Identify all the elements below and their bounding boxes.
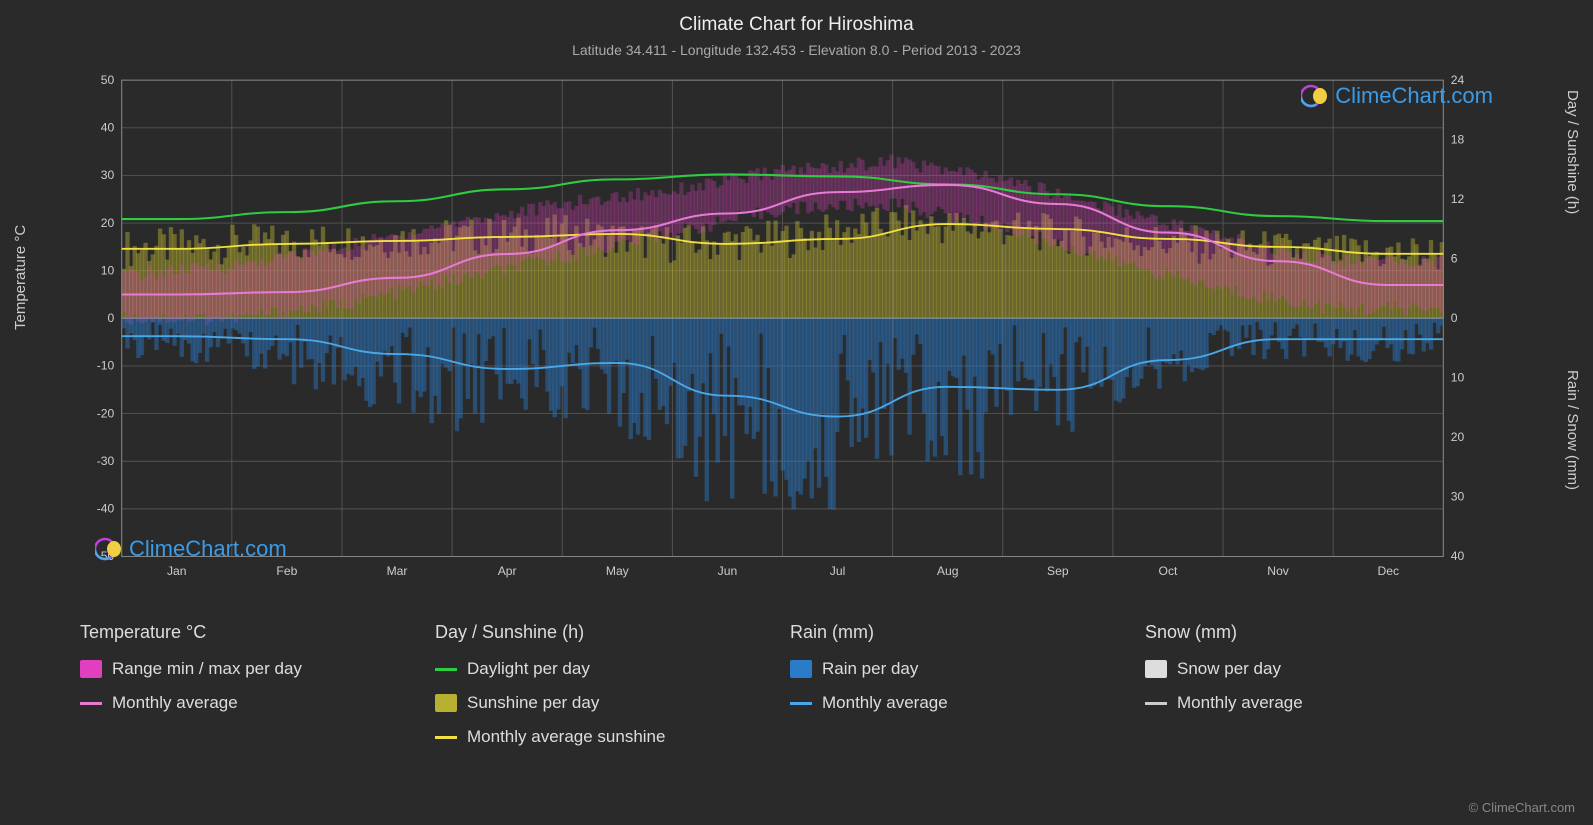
svg-text:30: 30 xyxy=(1451,490,1465,504)
svg-text:0: 0 xyxy=(1451,311,1458,325)
legend-swatch xyxy=(1145,702,1167,705)
y-axis-right-top-label: Day / Sunshine (h) xyxy=(1564,90,1581,214)
svg-text:0: 0 xyxy=(107,311,114,325)
watermark-top-right: ClimeChart.com xyxy=(1301,82,1493,110)
legend-item: Range min / max per day xyxy=(80,659,415,679)
svg-text:20: 20 xyxy=(1451,430,1465,444)
legend-swatch xyxy=(80,702,102,705)
legend-label: Sunshine per day xyxy=(467,693,599,713)
legend-swatch xyxy=(790,702,812,705)
legend-header: Day / Sunshine (h) xyxy=(435,622,770,643)
svg-text:10: 10 xyxy=(101,263,115,277)
logo-icon xyxy=(95,535,123,563)
svg-text:Feb: Feb xyxy=(276,564,297,578)
svg-text:10: 10 xyxy=(1451,371,1465,385)
svg-text:May: May xyxy=(606,564,630,578)
legend-label: Monthly average sunshine xyxy=(467,727,665,747)
legend-label: Daylight per day xyxy=(467,659,590,679)
legend-swatch xyxy=(1145,660,1167,678)
svg-text:-30: -30 xyxy=(97,454,115,468)
legend-item: Monthly average sunshine xyxy=(435,727,770,747)
legend-header: Snow (mm) xyxy=(1145,622,1480,643)
chart-title: Climate Chart for Hiroshima xyxy=(0,0,1593,36)
legend-item: Rain per day xyxy=(790,659,1125,679)
legend-item: Monthly average xyxy=(80,693,415,713)
svg-text:-10: -10 xyxy=(97,359,115,373)
legend-header: Rain (mm) xyxy=(790,622,1125,643)
legend-item: Sunshine per day xyxy=(435,693,770,713)
legend-item: Monthly average xyxy=(790,693,1125,713)
svg-text:18: 18 xyxy=(1451,132,1465,146)
y-axis-right-bottom-label: Rain / Snow (mm) xyxy=(1564,370,1581,490)
legend-col-day: Day / Sunshine (h) Daylight per day Sunshi… xyxy=(435,622,770,761)
y-axis-left-label: Temperature °C xyxy=(12,225,29,330)
svg-text:Oct: Oct xyxy=(1159,564,1178,578)
svg-text:Jul: Jul xyxy=(830,564,846,578)
legend-col-rain: Rain (mm) Rain per day Monthly average xyxy=(790,622,1125,761)
svg-text:6: 6 xyxy=(1451,252,1458,266)
svg-text:Mar: Mar xyxy=(387,564,408,578)
legend-label: Range min / max per day xyxy=(112,659,302,679)
legend-item: Monthly average xyxy=(1145,693,1480,713)
svg-text:Aug: Aug xyxy=(937,564,959,578)
legend-swatch xyxy=(435,694,457,712)
svg-text:12: 12 xyxy=(1451,192,1465,206)
svg-text:Apr: Apr xyxy=(498,564,517,578)
svg-text:Nov: Nov xyxy=(1267,564,1289,578)
svg-text:30: 30 xyxy=(101,168,115,182)
svg-text:Jun: Jun xyxy=(718,564,738,578)
svg-text:40: 40 xyxy=(101,121,115,135)
legend-label: Monthly average xyxy=(112,693,238,713)
legend-col-temp: Temperature °C Range min / max per day Mon… xyxy=(80,622,415,761)
legend-label: Monthly average xyxy=(1177,693,1303,713)
svg-text:-40: -40 xyxy=(97,502,115,516)
legend-swatch xyxy=(790,660,812,678)
watermark-text: ClimeChart.com xyxy=(129,536,287,562)
legend-header: Temperature °C xyxy=(80,622,415,643)
svg-text:Dec: Dec xyxy=(1377,564,1399,578)
svg-text:Sep: Sep xyxy=(1047,564,1069,578)
svg-text:20: 20 xyxy=(101,216,115,230)
legend-item: Daylight per day xyxy=(435,659,770,679)
legend-swatch xyxy=(435,736,457,739)
legend: Temperature °C Range min / max per day Mon… xyxy=(80,622,1480,761)
chart-subtitle: Latitude 34.411 - Longitude 132.453 - El… xyxy=(0,36,1593,58)
copyright: © ClimeChart.com xyxy=(1469,800,1575,815)
legend-label: Rain per day xyxy=(822,659,918,679)
legend-item: Snow per day xyxy=(1145,659,1480,679)
chart-svg: 50403020100-10-20-30-40-5024181260102030… xyxy=(75,75,1490,585)
watermark-bottom-left: ClimeChart.com xyxy=(95,535,287,563)
svg-text:-20: -20 xyxy=(97,406,115,420)
legend-swatch xyxy=(435,668,457,671)
legend-swatch xyxy=(80,660,102,678)
legend-label: Monthly average xyxy=(822,693,948,713)
svg-text:40: 40 xyxy=(1451,549,1465,563)
logo-icon xyxy=(1301,82,1329,110)
watermark-text: ClimeChart.com xyxy=(1335,83,1493,109)
legend-label: Snow per day xyxy=(1177,659,1281,679)
svg-text:Jan: Jan xyxy=(167,564,187,578)
legend-col-snow: Snow (mm) Snow per day Monthly average xyxy=(1145,622,1480,761)
svg-text:50: 50 xyxy=(101,73,115,87)
